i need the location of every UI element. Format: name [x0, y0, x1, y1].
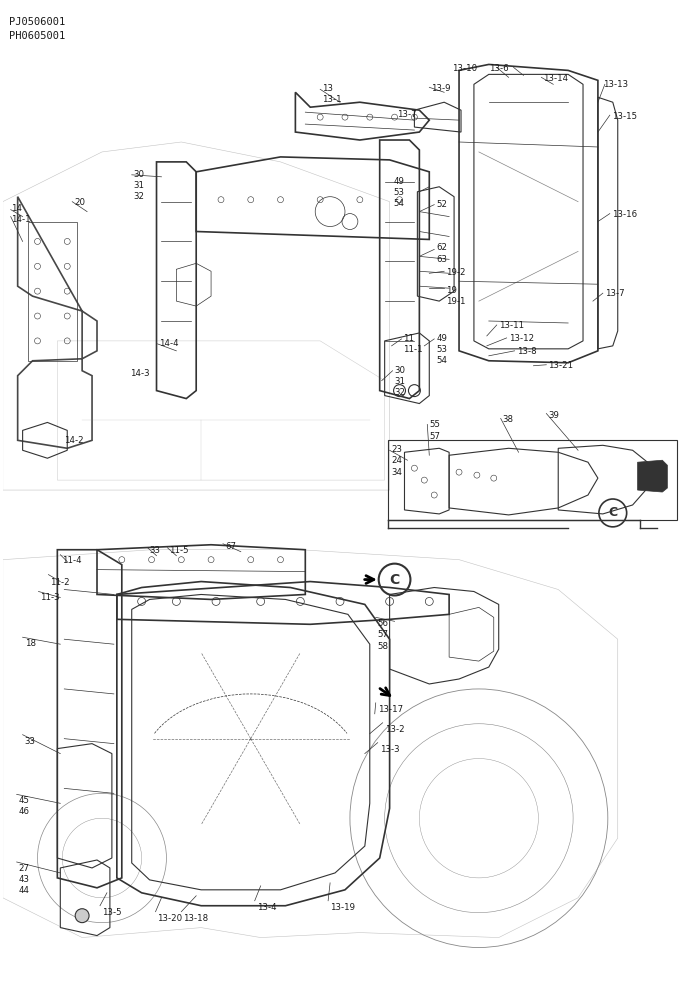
Text: 13-7: 13-7	[605, 289, 624, 298]
Text: 11-3: 11-3	[40, 593, 60, 602]
Circle shape	[75, 909, 89, 923]
Text: 13-14: 13-14	[543, 74, 568, 83]
Text: 13-21: 13-21	[549, 361, 573, 370]
Text: 13-7: 13-7	[397, 110, 416, 119]
Text: 11-2: 11-2	[51, 578, 70, 587]
Text: 11
11-1: 11 11-1	[404, 334, 423, 354]
Text: 49
53
54: 49 53 54	[393, 177, 404, 208]
Text: 14
14-1: 14 14-1	[11, 204, 30, 224]
Text: 13-3: 13-3	[380, 745, 399, 754]
Text: 23
24
34: 23 24 34	[392, 445, 403, 477]
Text: C: C	[608, 506, 618, 519]
Text: 18: 18	[25, 639, 36, 648]
Text: 13-16: 13-16	[611, 210, 637, 219]
Text: 13-17: 13-17	[378, 705, 403, 714]
Text: 55
57: 55 57	[430, 420, 440, 441]
Text: 11-4: 11-4	[62, 556, 82, 565]
Text: 13-20: 13-20	[157, 914, 183, 923]
Text: 33: 33	[25, 737, 36, 746]
Text: 38: 38	[503, 415, 514, 424]
Text: 30
31
32: 30 31 32	[395, 366, 406, 397]
Text: 13-8: 13-8	[516, 347, 536, 356]
Text: 20: 20	[74, 198, 86, 207]
Text: 19-2: 19-2	[446, 268, 466, 277]
Text: 67: 67	[225, 542, 236, 551]
Text: C: C	[389, 573, 399, 587]
Text: 13-6: 13-6	[489, 64, 508, 73]
Text: 11-5: 11-5	[170, 546, 189, 555]
Text: 13-4: 13-4	[256, 903, 276, 912]
Text: 13-10: 13-10	[452, 64, 477, 73]
Text: 14-4: 14-4	[159, 339, 179, 348]
Text: 52: 52	[436, 200, 447, 209]
Polygon shape	[637, 460, 668, 492]
Text: 14-2: 14-2	[64, 436, 84, 445]
Text: 13-15: 13-15	[611, 112, 637, 121]
Text: PH0605001: PH0605001	[9, 31, 65, 41]
Text: 27
43
44: 27 43 44	[18, 864, 29, 895]
Text: 14-3: 14-3	[130, 369, 149, 378]
Text: 13-9: 13-9	[432, 84, 451, 93]
Text: 30
31
32: 30 31 32	[133, 170, 145, 201]
Text: 45
46: 45 46	[18, 796, 29, 816]
Text: 13-12: 13-12	[509, 334, 534, 343]
Text: 33: 33	[150, 546, 161, 555]
Text: 13
13-1: 13 13-1	[322, 84, 342, 104]
Text: 13-18: 13-18	[183, 914, 209, 923]
Text: 56
57
58: 56 57 58	[378, 619, 389, 651]
Text: 49
53
54: 49 53 54	[436, 334, 447, 365]
Text: 39: 39	[549, 410, 560, 420]
Text: 13-19: 13-19	[330, 903, 355, 912]
Text: 13-13: 13-13	[603, 80, 628, 89]
Text: 19
19-1: 19 19-1	[446, 286, 466, 306]
Text: 13-5: 13-5	[102, 908, 122, 917]
Text: 13-2: 13-2	[384, 725, 404, 734]
Text: 62
63: 62 63	[436, 243, 447, 264]
Text: PJ0506001: PJ0506001	[9, 17, 65, 27]
Text: 13-11: 13-11	[499, 321, 524, 330]
